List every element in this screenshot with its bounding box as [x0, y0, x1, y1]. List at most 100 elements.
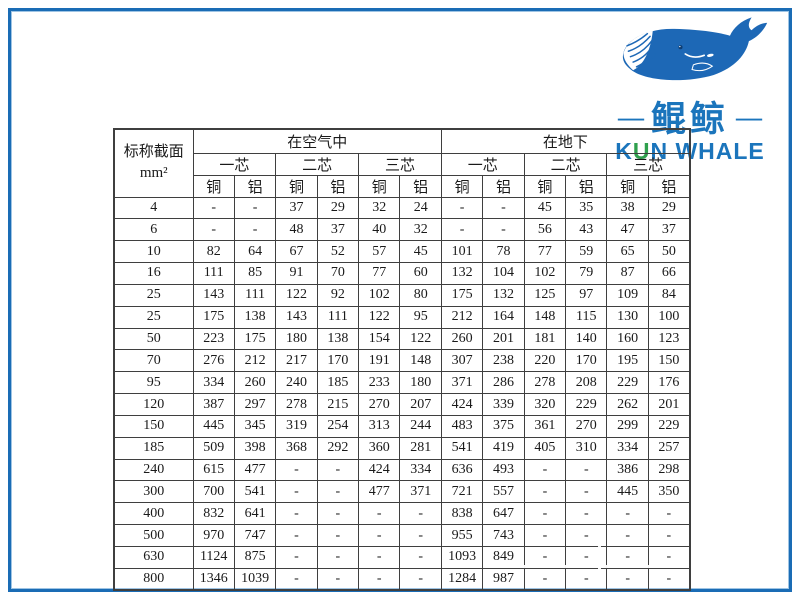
section-cell: 70	[113, 349, 194, 373]
value-cell: 111	[233, 283, 277, 307]
value-cell: 319	[275, 414, 318, 438]
value-cell: 260	[233, 371, 277, 395]
whale-logo-icon	[622, 17, 768, 81]
table-row: 6- -48 37 40 32- -56 43 47 37	[113, 218, 691, 242]
value-cell: 66	[647, 262, 691, 285]
value-cell: 101	[440, 240, 484, 264]
value-cell: 233	[358, 371, 401, 395]
value-cell: 229	[565, 393, 608, 416]
logo-dash-left: —	[617, 102, 644, 132]
value-cell: -	[399, 567, 442, 591]
value-cell: -	[440, 196, 484, 220]
value-cell: 175	[192, 305, 235, 329]
value-cell: 37	[647, 218, 691, 242]
value-cell: 45	[523, 196, 567, 220]
value-cell: 229	[647, 414, 691, 438]
subgroup-header: 二芯	[523, 152, 608, 176]
value-cell: 125	[523, 283, 567, 307]
value-cell: 102	[358, 283, 401, 307]
value-cell: 143	[275, 305, 318, 329]
value-cell: 405	[523, 436, 567, 460]
table-row: 185 509 398 368 292 360 281 541 419 405 310 334 257	[113, 436, 691, 460]
corner-header-line1: 标称截面	[123, 143, 184, 160]
value-cell: 60	[399, 262, 442, 285]
value-cell: 87	[606, 262, 649, 285]
value-cell: -	[275, 567, 318, 591]
value-cell: 176	[647, 371, 691, 395]
value-cell: 541	[233, 480, 277, 504]
value-cell: 95	[399, 305, 442, 329]
section-cell: 4	[113, 196, 194, 220]
value-cell: 52	[316, 240, 360, 264]
value-cell: 180	[275, 327, 318, 351]
value-cell: 130	[606, 305, 649, 329]
table-row: 10 82 64 67 52 57 45 101 78 77 59 65 50	[113, 240, 691, 264]
table-row: 120 387 297 278 215 270 207 424 339 320 229 262 201	[113, 393, 691, 416]
table-row: 4- -37 29 32 24- -45 35 38 29	[113, 196, 691, 220]
value-cell: 424	[358, 458, 401, 482]
material-header: 铝	[565, 174, 608, 198]
material-header: 铜	[192, 174, 235, 198]
subgroup-header: 二芯	[275, 152, 360, 176]
value-cell: 371	[440, 371, 484, 395]
value-cell: 445	[192, 414, 235, 438]
value-cell: -	[316, 546, 360, 569]
value-cell: 270	[565, 414, 608, 438]
value-cell: 320	[523, 393, 567, 416]
value-cell: 102	[523, 262, 567, 285]
value-cell: 339	[482, 393, 525, 416]
value-cell: 229	[606, 371, 649, 395]
value-cell: 82	[192, 240, 235, 264]
value-cell: 240	[275, 371, 318, 395]
value-cell: -	[275, 502, 318, 526]
material-header: 铝	[233, 174, 277, 198]
corner-header-line2: mm²	[139, 165, 168, 182]
value-cell: 97	[565, 283, 608, 307]
table-row: 25 175 138 143 111 122 95 212 164 148 115 130 100	[113, 305, 691, 329]
subgroup-header: 三芯	[606, 152, 691, 176]
value-cell: 148	[523, 305, 567, 329]
section-cell: 120	[113, 393, 194, 416]
value-cell: 310	[565, 436, 608, 460]
value-cell: 123	[647, 327, 691, 351]
table-row: 150 445 345 319 254 313 244 483 375 361 270 299 229	[113, 414, 691, 438]
value-cell: 398	[233, 436, 277, 460]
value-cell: 138	[316, 327, 360, 351]
value-cell: 180	[399, 371, 442, 395]
value-cell: 91	[275, 262, 318, 285]
table-body: 4- -37 29 32 24- -45 35 38 29 6- -48 37 40 32- -56 43 47…	[113, 196, 691, 591]
value-cell: 299	[606, 414, 649, 438]
section-cell: 800	[113, 567, 194, 591]
value-cell: 350	[647, 480, 691, 504]
section-cell: 630	[113, 546, 194, 569]
value-cell: 360	[358, 436, 401, 460]
value-cell: 1124	[192, 546, 235, 569]
value-cell: 483	[440, 414, 484, 438]
value-cell: 181	[523, 327, 567, 351]
value-cell: -	[647, 567, 691, 591]
value-cell: 109	[606, 283, 649, 307]
material-header: 铜	[275, 174, 318, 198]
value-cell: 281	[399, 436, 442, 460]
value-cell: 371	[399, 480, 442, 504]
value-cell: -	[192, 218, 235, 242]
value-cell: 56	[523, 218, 567, 242]
material-header: 铝	[316, 174, 360, 198]
value-cell: 636	[440, 458, 484, 482]
value-cell: 35	[565, 196, 608, 220]
value-cell: 45	[399, 240, 442, 264]
value-cell: -	[399, 502, 442, 526]
value-cell: 987	[482, 567, 525, 591]
value-cell: 29	[647, 196, 691, 220]
value-cell: -	[565, 458, 608, 482]
value-cell: 100	[647, 305, 691, 329]
value-cell: -	[606, 567, 649, 591]
value-cell: 77	[358, 262, 401, 285]
section-cell: 185	[113, 436, 194, 460]
value-cell: 257	[647, 436, 691, 460]
table-row: 630 1124 875- - - -1093 849- - - -	[113, 546, 691, 569]
value-cell: 84	[647, 283, 691, 307]
section-cell: 10	[113, 240, 194, 264]
value-cell: -	[275, 546, 318, 569]
value-cell: 85	[233, 262, 277, 285]
